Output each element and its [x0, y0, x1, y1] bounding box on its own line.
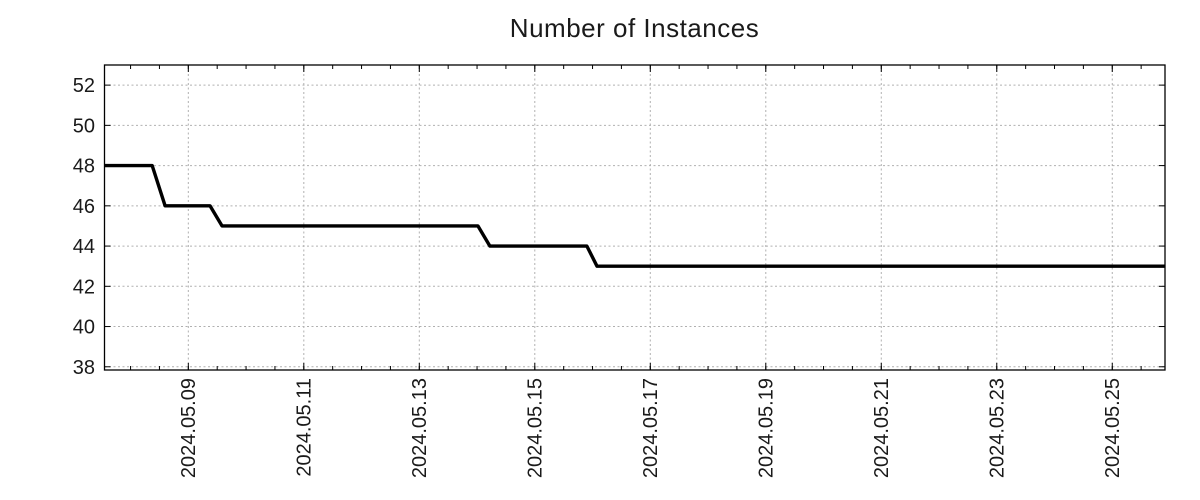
chart-title: Number of Instances [509, 13, 760, 43]
x-tick-label: 2024.05.17 [640, 378, 662, 478]
y-tick-label: 48 [73, 156, 95, 178]
x-tick-label: 2024.05.11 [293, 378, 315, 477]
y-tick-label: 50 [73, 115, 95, 137]
plot-border [103, 64, 1166, 371]
x-tick-label: 2024.05.19 [755, 378, 777, 478]
x-tick-label: 2024.05.09 [178, 378, 200, 478]
y-tick-label: 46 [73, 196, 95, 218]
x-tick-label: 2024.05.25 [1102, 378, 1124, 478]
x-tick-label: 2024.05.13 [409, 378, 431, 478]
y-tick-label: 52 [73, 75, 95, 97]
y-tick-label: 44 [73, 236, 95, 258]
x-tick-label: 2024.05.21 [871, 378, 893, 478]
y-tick-label: 38 [73, 357, 95, 379]
x-tick-label: 2024.05.15 [524, 378, 546, 478]
y-tick-label: 42 [73, 276, 95, 298]
y-tick-label: 40 [73, 317, 95, 339]
data-line-instances [104, 163, 1165, 268]
x-tick-label: 2024.05.23 [986, 378, 1008, 478]
